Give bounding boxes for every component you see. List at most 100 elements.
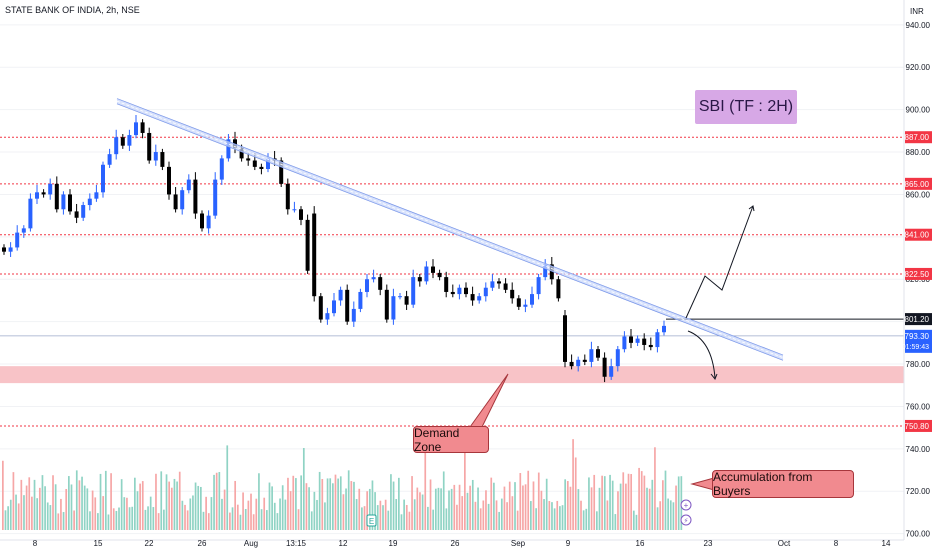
volume-bar <box>112 508 115 530</box>
volume-bar <box>65 488 68 530</box>
volume-bar <box>464 450 466 530</box>
chart-title: STATE BANK OF INDIA, 2h, NSE <box>5 5 140 15</box>
volume-bar <box>503 486 506 530</box>
volume-bar <box>664 470 667 530</box>
candlestick <box>437 269 442 281</box>
candlestick <box>74 203 79 224</box>
candle-body <box>378 277 383 290</box>
candlestick <box>503 278 508 294</box>
candlestick <box>101 161 105 198</box>
candlestick <box>384 284 389 323</box>
candle-body <box>365 279 369 292</box>
candle-body <box>213 179 218 216</box>
candle-body <box>94 192 99 199</box>
time-tick-label: 15 <box>94 539 103 548</box>
candlestick <box>596 346 600 361</box>
plus-marker <box>680 499 692 511</box>
candle-body <box>371 277 376 280</box>
volume-bar <box>110 473 112 530</box>
volume-bar <box>630 474 633 530</box>
volume-bar <box>7 506 9 530</box>
candle-body <box>279 160 284 184</box>
candlestick <box>41 189 46 198</box>
bullish-arrowhead <box>748 205 755 212</box>
candlestick <box>582 354 587 366</box>
volume-bar <box>200 486 202 530</box>
volume-bar <box>413 499 416 530</box>
volume-bar <box>255 498 258 530</box>
candle-body <box>411 277 416 305</box>
volume-bar <box>155 473 157 530</box>
volume-bar <box>97 513 99 530</box>
volume-bar <box>368 488 371 530</box>
volume-bar <box>186 510 189 530</box>
volume-bar <box>242 492 244 530</box>
volume-bar <box>355 499 358 530</box>
volume-bar <box>643 475 646 530</box>
volume-bar <box>614 514 617 530</box>
bearish-arrowhead <box>710 373 718 380</box>
candle-body <box>662 325 666 333</box>
price-level-badge <box>905 177 932 190</box>
volume-bar <box>437 487 440 530</box>
volume-bar <box>585 508 588 530</box>
candle-body <box>239 147 244 159</box>
candlestick <box>48 178 53 200</box>
price-level-badge <box>905 228 932 241</box>
candlestick <box>464 282 468 298</box>
volume-bar <box>471 479 474 530</box>
candlestick <box>140 119 145 139</box>
volume-bar <box>540 490 543 530</box>
currency-label: INR <box>910 7 924 16</box>
candlestick <box>497 278 501 289</box>
volume-bar <box>347 470 350 530</box>
volume-bar <box>170 487 173 530</box>
candlestick <box>483 282 488 302</box>
price-level-badge-label: 887.00 <box>905 133 930 142</box>
candlestick <box>345 284 350 325</box>
volume-bar <box>611 480 614 530</box>
volume-bar <box>638 467 640 530</box>
candle-body <box>153 152 158 161</box>
volume-bar <box>450 488 453 530</box>
candlestick <box>206 210 211 234</box>
candlestick <box>292 201 297 213</box>
accumulation-callout: Accumulation from Buyers <box>712 470 854 498</box>
candle-body <box>292 209 297 211</box>
volume-bar <box>83 485 86 530</box>
candlestick <box>219 155 224 185</box>
candle-body <box>563 315 567 362</box>
trendline-channel[interactable] <box>116 98 784 361</box>
candlestick <box>569 354 574 370</box>
volume-bar <box>535 508 537 530</box>
candlestick <box>365 273 369 298</box>
volume-bar <box>337 478 339 530</box>
candlestick <box>358 288 363 313</box>
volume-bar <box>453 484 456 530</box>
volume-bar <box>363 506 366 530</box>
volume-bar <box>104 470 107 530</box>
candlestick <box>516 295 521 310</box>
candle-body <box>200 213 204 229</box>
candlestick <box>543 259 548 281</box>
candlestick <box>127 129 132 151</box>
price-tick-label: 940.00 <box>906 21 931 30</box>
candle-body <box>622 336 627 350</box>
volume-bar <box>258 473 260 530</box>
volume-bar <box>384 499 387 530</box>
candlestick <box>351 301 356 327</box>
candlestick <box>246 153 251 166</box>
volume-bar <box>297 509 300 530</box>
candle-body <box>134 122 138 136</box>
volume-bar <box>553 508 556 530</box>
candlestick <box>450 284 455 298</box>
volume-bar <box>213 474 215 530</box>
candle-body <box>101 164 105 193</box>
volume-bar <box>139 483 141 530</box>
candle-body <box>219 158 224 180</box>
time-tick-label: 22 <box>145 539 154 548</box>
volume-bar <box>70 484 73 530</box>
price-level-badge-label: 801.20 <box>905 315 930 324</box>
candlestick <box>305 214 310 274</box>
